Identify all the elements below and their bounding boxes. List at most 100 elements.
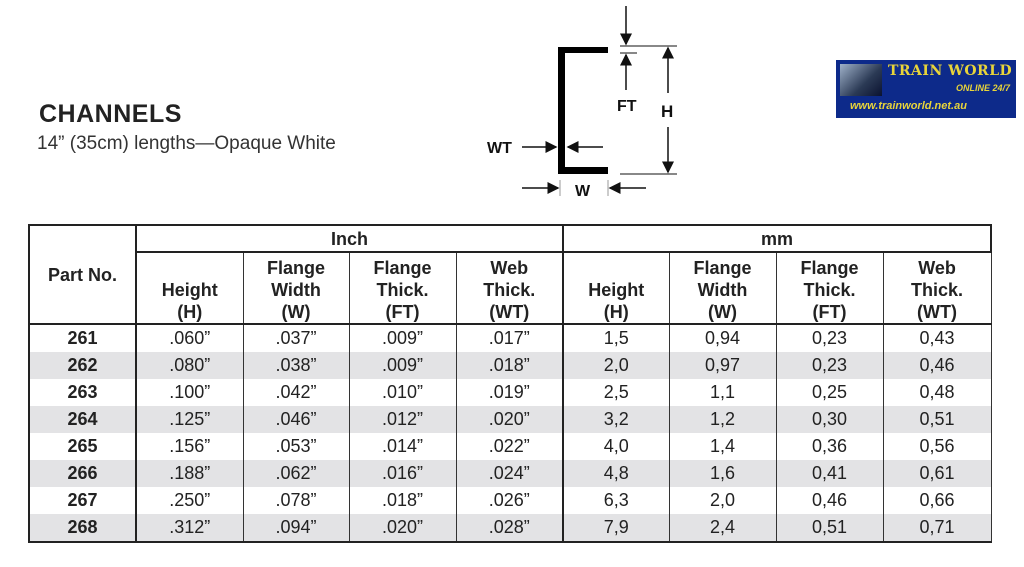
header-mm-col-2: Flange Thick. (FT): [775, 251, 884, 325]
mm-value-cell: 0,94: [668, 324, 777, 352]
mm-value-cell: 1,5: [562, 324, 670, 352]
mm-value-cell: 4,8: [562, 460, 670, 487]
header-line: [137, 257, 243, 279]
header-line: (H): [603, 302, 629, 322]
inch-value-cell: .012”: [348, 406, 457, 433]
part-number-cell: 262: [28, 352, 137, 379]
table-row: 265.156” .053” .014” .022” 4,0 1,4 0,36 0,56: [28, 433, 992, 460]
inch-value-cell: .080”: [135, 352, 244, 379]
inch-value-cell: .156”: [135, 433, 244, 460]
inch-value-cell: .010”: [348, 379, 457, 406]
inch-value-cell: .094”: [242, 514, 350, 543]
header-mm-col-1: Flange Width (W): [668, 251, 777, 325]
inch-value-cell: .250”: [135, 487, 244, 514]
inch-value-cell: .022”: [455, 433, 564, 460]
table-row: 261.060” .037” .009” .017” 1,5 0,94 0,23 0,43: [28, 324, 992, 352]
trainworld-watermark-logo: TRAIN WORLD ONLINE 24/7 www.trainworld.n…: [836, 60, 1016, 118]
part-number-cell: 261: [28, 324, 137, 352]
mm-value-cell: 2,5: [562, 379, 670, 406]
mm-value-cell: 0,36: [775, 433, 884, 460]
inch-value-cell: .020”: [348, 514, 457, 543]
inch-value-cell: .016”: [348, 460, 457, 487]
header-line: (W): [708, 302, 737, 322]
mm-value-cell: 2,4: [668, 514, 777, 543]
watermark-tagline: ONLINE 24/7: [955, 83, 1010, 93]
page-subtitle: 14” (35cm) lengths—Opaque White: [37, 133, 336, 154]
mm-value-cell: 0,46: [775, 487, 884, 514]
table-row: 262.080” .038” .009” .018” 2,0 0,97 0,23 0,46: [28, 352, 992, 379]
inch-value-cell: .062”: [242, 460, 350, 487]
mm-value-cell: 0,71: [882, 514, 992, 543]
part-number-cell: 267: [28, 487, 137, 514]
inch-value-cell: .046”: [242, 406, 350, 433]
mm-value-cell: 1,2: [668, 406, 777, 433]
header-line: [564, 257, 669, 279]
page-title: CHANNELS: [39, 100, 182, 128]
inch-value-cell: .188”: [135, 460, 244, 487]
inch-value-cell: .009”: [348, 352, 457, 379]
inch-value-cell: .312”: [135, 514, 244, 543]
header-group-inch: Inch: [134, 224, 565, 253]
header-line: Height: [161, 280, 218, 300]
locomotive-image: [840, 64, 882, 96]
mm-value-cell: 3,2: [562, 406, 670, 433]
inch-value-cell: .053”: [242, 433, 350, 460]
header-inch-col-1: Flange Width (W): [242, 251, 350, 325]
header-line: Web: [918, 258, 956, 278]
header-line: (FT): [812, 302, 847, 322]
mm-value-cell: 0,25: [775, 379, 884, 406]
wt-label: WT: [487, 140, 512, 157]
header-line: Flange: [373, 258, 432, 278]
header-line: Thick.: [911, 280, 964, 300]
inch-value-cell: .018”: [455, 352, 564, 379]
inch-value-cell: .014”: [348, 433, 457, 460]
header-line: Thick.: [803, 280, 856, 300]
header-mm-col-3: Web Thick. (WT): [882, 251, 992, 325]
header-line: (W): [281, 302, 311, 322]
mm-value-cell: 7,9: [562, 514, 670, 543]
header-line: (WT): [917, 302, 958, 322]
inch-value-cell: .037”: [242, 324, 350, 352]
header-line: (H): [177, 302, 203, 322]
inch-value-cell: .100”: [135, 379, 244, 406]
inch-value-cell: .026”: [455, 487, 564, 514]
header-line: Web: [490, 258, 529, 278]
inch-value-cell: .125”: [135, 406, 244, 433]
inch-value-cell: .019”: [455, 379, 564, 406]
header-inch-col-2: Flange Thick. (FT): [348, 251, 457, 325]
channels-table: Part No. Inch mm Height (H) Flange Width (W)…: [28, 224, 993, 543]
header-inch-col-0: Height (H): [135, 251, 244, 325]
inch-value-cell: .018”: [348, 487, 457, 514]
mm-value-cell: 0,51: [775, 514, 884, 543]
mm-value-cell: 1,6: [668, 460, 777, 487]
h-label: H: [661, 102, 673, 121]
inch-value-cell: .020”: [455, 406, 564, 433]
part-number-cell: 263: [28, 379, 137, 406]
header-mm-col-0: Height (H): [562, 251, 670, 325]
header-line: (WT): [489, 302, 530, 322]
part-number-cell: 264: [28, 406, 137, 433]
header-part-no: Part No.: [28, 224, 137, 325]
header-group-mm: mm: [562, 224, 993, 253]
mm-value-cell: 6,3: [562, 487, 670, 514]
mm-value-cell: 0,51: [882, 406, 992, 433]
table-row: 268.312” .094” .020” .028” 7,9 2,4 0,51 0,71: [28, 514, 992, 543]
header-line: Thick.: [376, 280, 429, 300]
part-number-cell: 268: [28, 514, 137, 543]
header-line: Flange: [693, 258, 752, 278]
mm-value-cell: 0,61: [882, 460, 992, 487]
ft-label: FT: [617, 98, 637, 115]
mm-value-cell: 0,41: [775, 460, 884, 487]
mm-value-cell: 0,23: [775, 324, 884, 352]
inch-value-cell: .060”: [135, 324, 244, 352]
table-row: 264.125” .046” .012” .020” 3,2 1,2 0,30 0,51: [28, 406, 992, 433]
part-number-cell: 266: [28, 460, 137, 487]
watermark-url: www.trainworld.net.au: [850, 100, 967, 112]
mm-value-cell: 0,43: [882, 324, 992, 352]
channel-diagram: FT H WT W: [487, 6, 677, 200]
header-line: Thick.: [483, 280, 536, 300]
mm-value-cell: 1,1: [668, 379, 777, 406]
part-number-cell: 265: [28, 433, 137, 460]
channel-shape: [558, 47, 608, 174]
mm-value-cell: 0,56: [882, 433, 992, 460]
